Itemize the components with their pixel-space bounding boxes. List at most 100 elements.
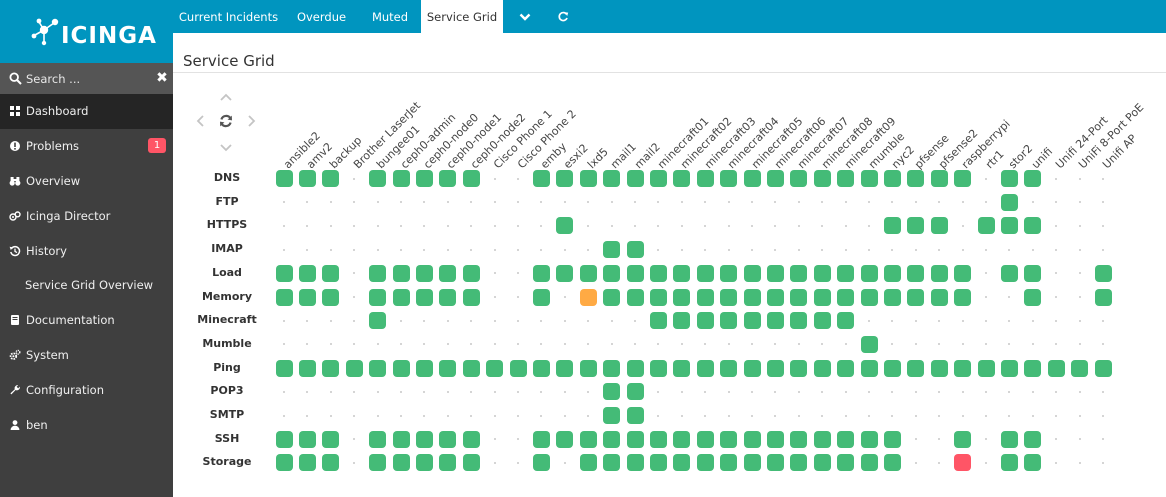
service-state-ok[interactable] [1047, 359, 1065, 377]
service-state-ok[interactable] [532, 454, 550, 472]
service-state-ok[interactable] [766, 264, 784, 282]
service-state-ok[interactable] [556, 217, 574, 235]
service-state-ok[interactable] [1024, 217, 1042, 235]
service-state-ok[interactable] [860, 288, 878, 306]
service-state-ok[interactable] [275, 454, 293, 472]
service-state-ok[interactable] [930, 217, 948, 235]
service-state-ok[interactable] [766, 170, 784, 187]
service-state-ok[interactable] [860, 264, 878, 282]
service-state-ok[interactable] [298, 430, 316, 448]
service-state-ok[interactable] [790, 312, 808, 330]
service-state-ok[interactable] [603, 383, 621, 401]
service-state-ok[interactable] [1094, 288, 1112, 306]
service-state-ok[interactable] [720, 359, 738, 377]
service-state-ok[interactable] [532, 170, 550, 187]
service-state-ok[interactable] [720, 288, 738, 306]
service-state-ok[interactable] [603, 170, 621, 187]
service-state-ok[interactable] [369, 430, 387, 448]
service-state-ok[interactable] [509, 359, 527, 377]
service-state-ok[interactable] [977, 359, 995, 377]
service-state-ok[interactable] [673, 288, 691, 306]
service-state-ok[interactable] [439, 430, 457, 448]
service-state-ok[interactable] [790, 170, 808, 187]
service-state-ok[interactable] [813, 264, 831, 282]
service-state-ok[interactable] [813, 312, 831, 330]
service-state-ok[interactable] [743, 454, 761, 472]
service-state-ok[interactable] [907, 217, 925, 235]
service-state-ok[interactable] [766, 359, 784, 377]
search-input[interactable] [26, 69, 146, 88]
service-state-ok[interactable] [649, 359, 667, 377]
service-state-ok[interactable] [392, 454, 410, 472]
service-state-ok[interactable] [813, 454, 831, 472]
service-state-ok[interactable] [696, 430, 714, 448]
host-column-header[interactable]: stor2 [1005, 141, 1036, 172]
service-state-ok[interactable] [883, 288, 901, 306]
service-row-header[interactable]: Mumble [202, 336, 252, 350]
service-state-ok[interactable] [930, 359, 948, 377]
host-column-header[interactable]: mail1 [608, 140, 639, 172]
service-state-ok[interactable] [813, 430, 831, 448]
service-row-header[interactable]: SMTP [209, 408, 245, 421]
service-state-ok[interactable] [954, 170, 972, 187]
service-state-ok[interactable] [415, 288, 433, 306]
service-state-ok[interactable] [883, 454, 901, 472]
service-state-ok[interactable] [1000, 264, 1018, 282]
sidebar-item-ben[interactable]: ben [0, 407, 173, 442]
service-state-ok[interactable] [673, 264, 691, 282]
service-state-ok[interactable] [720, 454, 738, 472]
service-state-ok[interactable] [837, 359, 855, 377]
service-state-ok[interactable] [954, 288, 972, 306]
service-state-ok[interactable] [322, 170, 340, 187]
service-state-ok[interactable] [369, 454, 387, 472]
service-state-ok[interactable] [369, 288, 387, 306]
service-state-ok[interactable] [766, 312, 784, 330]
service-state-ok[interactable] [532, 359, 550, 377]
service-state-ok[interactable] [696, 288, 714, 306]
service-state-ok[interactable] [275, 170, 293, 187]
service-state-ok[interactable] [907, 170, 925, 187]
service-state-ok[interactable] [696, 264, 714, 282]
service-state-ok[interactable] [415, 359, 433, 377]
service-state-ok[interactable] [696, 359, 714, 377]
service-state-ok[interactable] [579, 170, 597, 187]
service-state-ok[interactable] [766, 288, 784, 306]
service-row-header[interactable]: HTTPS [206, 218, 248, 232]
service-state-ok[interactable] [954, 264, 972, 282]
service-state-ok[interactable] [954, 430, 972, 448]
service-state-ok[interactable] [743, 430, 761, 448]
service-state-ok[interactable] [322, 430, 340, 448]
service-state-ok[interactable] [439, 170, 457, 187]
service-state-ok[interactable] [275, 430, 293, 448]
service-state-ok[interactable] [1024, 359, 1042, 377]
service-state-ok[interactable] [415, 264, 433, 282]
service-state-ok[interactable] [1094, 264, 1112, 282]
service-state-ok[interactable] [883, 359, 901, 377]
service-state-ok[interactable] [532, 288, 550, 306]
service-state-ok[interactable] [907, 288, 925, 306]
service-state-ok[interactable] [603, 430, 621, 448]
service-state-ok[interactable] [649, 288, 667, 306]
service-state-ok[interactable] [649, 312, 667, 330]
service-state-ok[interactable] [837, 312, 855, 330]
service-state-ok[interactable] [954, 359, 972, 377]
service-state-ok[interactable] [673, 170, 691, 187]
tab-overdue[interactable]: Overdue [296, 10, 347, 24]
service-state-ok[interactable] [532, 430, 550, 448]
service-state-ok[interactable] [626, 264, 644, 282]
service-state-ok[interactable] [322, 288, 340, 306]
service-state-ok[interactable] [813, 170, 831, 187]
service-state-ok[interactable] [626, 383, 644, 401]
service-state-ok[interactable] [743, 312, 761, 330]
service-state-ok[interactable] [1024, 454, 1042, 472]
service-state-ok[interactable] [1024, 264, 1042, 282]
service-state-ok[interactable] [1024, 288, 1042, 306]
chevron-down-icon[interactable] [510, 0, 540, 33]
service-state-ok[interactable] [603, 407, 621, 424]
service-state-ok[interactable] [696, 312, 714, 330]
chevron-up-icon[interactable] [218, 89, 234, 105]
service-state-ok[interactable] [837, 454, 855, 472]
service-row-header[interactable]: DNS [213, 171, 241, 184]
service-state-ok[interactable] [626, 407, 644, 424]
service-row-header[interactable]: Memory [201, 289, 253, 303]
